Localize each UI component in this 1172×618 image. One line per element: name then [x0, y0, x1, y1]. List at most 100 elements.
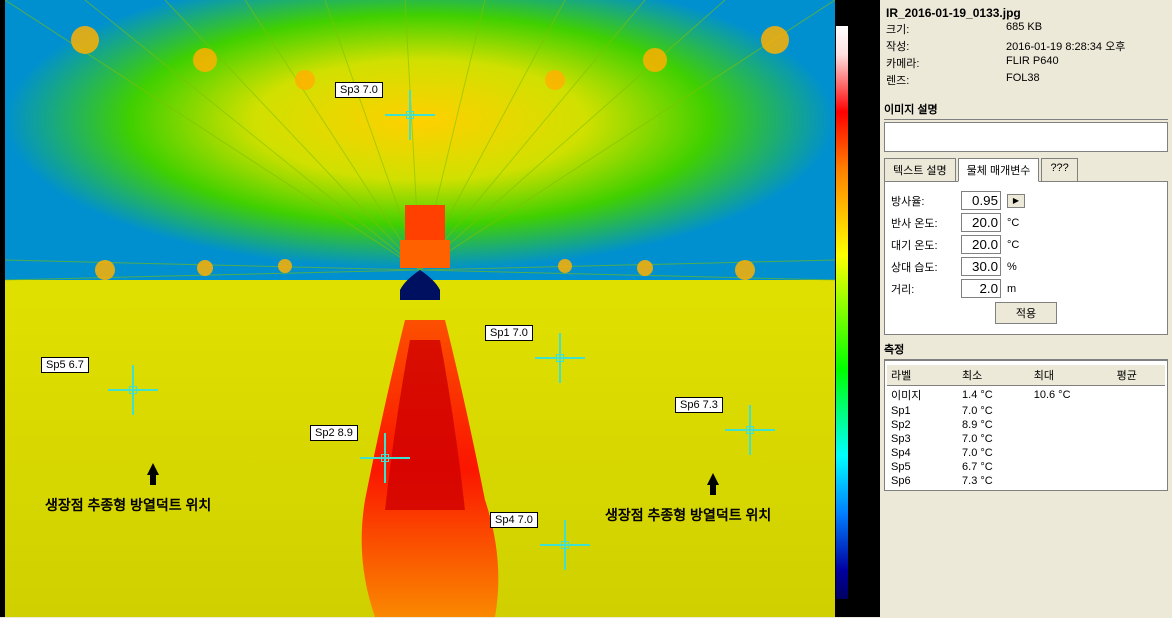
cell-min: 8.9 °C	[958, 418, 1030, 432]
camera-label: 카메라:	[886, 55, 1006, 71]
col-min[interactable]: 최소	[958, 365, 1030, 386]
lens-label: 렌즈:	[886, 72, 1006, 88]
main-container: Sp1 7.0Sp2 8.9Sp3 7.0Sp4 7.0Sp5 6.7Sp6 7…	[0, 0, 1172, 617]
cell-avg	[1113, 474, 1165, 488]
crosshair-icon	[108, 365, 158, 415]
size-label: 크기:	[886, 21, 1006, 37]
cell-avg	[1113, 386, 1165, 405]
cell-min: 7.0 °C	[958, 432, 1030, 446]
info-panel: IR_2016-01-19_0133.jpg 크기:685 KB 작성:2016…	[880, 0, 1172, 617]
table-row[interactable]: Sp17.0 °C	[887, 404, 1165, 418]
scale-tick: 10	[852, 95, 863, 106]
thermal-overlay: Sp1 7.0Sp2 8.9Sp3 7.0Sp4 7.0Sp5 6.7Sp6 7…	[5, 0, 835, 617]
measure-panel: 라벨 최소 최대 평균 이미지1.4 °C10.6 °CSp17.0 °CSp2…	[884, 360, 1168, 491]
created-label: 작성:	[886, 38, 1006, 54]
refl-temp-input[interactable]	[961, 213, 1001, 232]
crosshair-icon	[360, 433, 410, 483]
arrow-up-icon	[145, 463, 161, 485]
camera-value: FLIR P640	[1006, 55, 1166, 71]
unit-c: °C	[1007, 239, 1019, 251]
apply-button[interactable]: 적용	[995, 302, 1057, 324]
crosshair-icon	[725, 405, 775, 455]
image-desc-box[interactable]	[884, 122, 1168, 152]
unit-pct: %	[1007, 261, 1017, 273]
tab-text-desc[interactable]: 텍스트 설명	[884, 158, 956, 181]
cell-label: Sp4	[887, 446, 958, 460]
cell-avg	[1113, 404, 1165, 418]
table-row[interactable]: 이미지1.4 °C10.6 °C	[887, 386, 1165, 405]
scale-tick: 8	[852, 225, 858, 236]
annotation-right: 생장점 추종형 방열덕트 위치	[605, 505, 771, 525]
col-label[interactable]: 라벨	[887, 365, 958, 386]
table-row[interactable]: Sp37.0 °C	[887, 432, 1165, 446]
play-button[interactable]: ▶	[1007, 194, 1025, 208]
humidity-input[interactable]	[961, 257, 1001, 276]
file-name: IR_2016-01-19_0133.jpg	[886, 6, 1166, 20]
scale-tick: 11	[852, 30, 862, 41]
lens-value: FOL38	[1006, 72, 1166, 88]
cell-max	[1030, 418, 1113, 432]
scale-min: 2.3	[835, 607, 849, 617]
cell-min: 7.0 °C	[958, 446, 1030, 460]
table-row[interactable]: Sp56.7 °C	[887, 460, 1165, 474]
cell-label: Sp6	[887, 474, 958, 488]
cell-avg	[1113, 418, 1165, 432]
spot-label: Sp3 7.0	[335, 82, 383, 98]
annotation-left: 생장점 추종형 방열덕트 위치	[45, 495, 211, 515]
spot-label: Sp6 7.3	[675, 397, 723, 413]
atm-temp-label: 대기 온도:	[891, 237, 961, 253]
emissivity-input[interactable]	[961, 191, 1001, 210]
refl-temp-label: 반사 온도:	[891, 215, 961, 231]
scale-tick: 9	[852, 160, 858, 171]
color-scale: 11.2 °C 11109876543 2.3	[835, 10, 875, 605]
col-max[interactable]: 최대	[1030, 365, 1113, 386]
scale-tick: 4	[852, 485, 858, 496]
crosshair-icon	[535, 333, 585, 383]
cell-label: 이미지	[887, 386, 958, 405]
cell-label: Sp5	[887, 460, 958, 474]
arrow-up-icon	[705, 473, 721, 495]
cell-avg	[1113, 460, 1165, 474]
atm-temp-input[interactable]	[961, 235, 1001, 254]
scale-max: 11.2 °C	[835, 10, 868, 21]
cell-label: Sp3	[887, 432, 958, 446]
col-avg[interactable]: 평균	[1113, 365, 1165, 386]
crosshair-icon	[540, 520, 590, 570]
distance-input[interactable]	[961, 279, 1001, 298]
scale-tick: 7	[852, 290, 858, 301]
tab-object-params[interactable]: 물체 매개변수	[958, 158, 1040, 182]
cell-max: 10.6 °C	[1030, 386, 1113, 405]
scale-bar[interactable]	[835, 25, 849, 600]
emissivity-label: 방사율:	[891, 193, 961, 209]
cell-avg	[1113, 446, 1165, 460]
spot-label: Sp5 6.7	[41, 357, 89, 373]
cell-max	[1030, 432, 1113, 446]
scale-tick: 5	[852, 420, 858, 431]
file-info: IR_2016-01-19_0133.jpg 크기:685 KB 작성:2016…	[884, 4, 1168, 91]
image-desc-header: 이미지 설명	[884, 99, 1168, 120]
measurement-header: 측정	[884, 339, 1168, 360]
thermal-view: Sp1 7.0Sp2 8.9Sp3 7.0Sp4 7.0Sp5 6.7Sp6 7…	[0, 0, 880, 617]
distance-label: 거리:	[891, 281, 961, 297]
cell-max	[1030, 404, 1113, 418]
tab-third[interactable]: ???	[1041, 158, 1077, 181]
crosshair-icon	[385, 90, 435, 140]
unit-c: °C	[1007, 217, 1019, 229]
scale-tick: 3	[852, 550, 858, 561]
cell-min: 1.4 °C	[958, 386, 1030, 405]
cell-min: 7.0 °C	[958, 404, 1030, 418]
tabs: 텍스트 설명 물체 매개변수 ???	[884, 158, 1168, 182]
table-row[interactable]: Sp28.9 °C	[887, 418, 1165, 432]
measure-table: 라벨 최소 최대 평균 이미지1.4 °C10.6 °CSp17.0 °CSp2…	[887, 365, 1165, 488]
table-row[interactable]: Sp67.3 °C	[887, 474, 1165, 488]
humidity-label: 상대 습도:	[891, 259, 961, 275]
spot-label: Sp2 8.9	[310, 425, 358, 441]
unit-m: m	[1007, 283, 1016, 295]
table-row[interactable]: Sp47.0 °C	[887, 446, 1165, 460]
cell-max	[1030, 460, 1113, 474]
size-value: 685 KB	[1006, 21, 1166, 37]
spot-label: Sp4 7.0	[490, 512, 538, 528]
cell-avg	[1113, 432, 1165, 446]
cell-max	[1030, 474, 1113, 488]
scale-tick: 6	[852, 355, 858, 366]
